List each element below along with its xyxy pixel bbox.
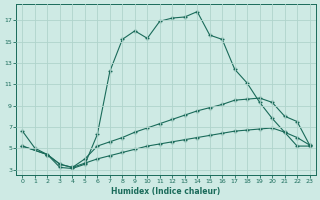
X-axis label: Humidex (Indice chaleur): Humidex (Indice chaleur) bbox=[111, 187, 221, 196]
